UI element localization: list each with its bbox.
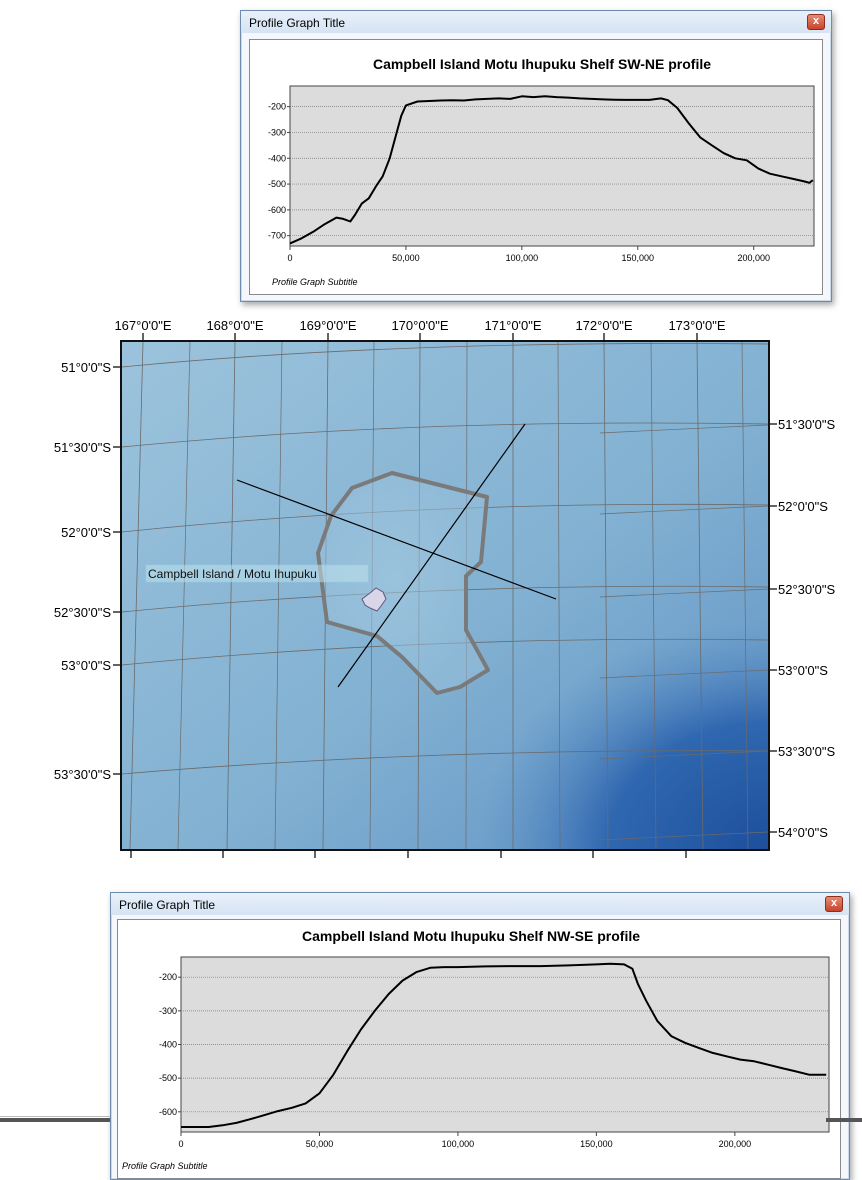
meridian-line — [603, 341, 609, 850]
y-tick-label: -500 — [159, 1073, 177, 1083]
lat-label-left: 51°0'0"S — [61, 360, 111, 375]
meridian-line — [557, 341, 561, 850]
x-tick-label: 100,000 — [442, 1139, 475, 1149]
bottom-profile-window[interactable]: Profile Graph Title x Campbell Island Mo… — [110, 892, 850, 1180]
lat-label-left: 53°30'0"S — [54, 767, 111, 782]
island-label: Campbell Island / Motu Ihupuku — [148, 567, 317, 581]
shelf-area — [318, 473, 488, 693]
lon-label-top: 172°0'0"E — [575, 318, 632, 333]
bottom-chart-panel: Campbell Island Motu Ihupuku Shelf NW-SE… — [117, 919, 841, 1179]
lon-label-top: 167°0'0"E — [114, 318, 171, 333]
parallel-line — [599, 669, 769, 679]
background-bar-right — [826, 1118, 862, 1122]
bottom-window-titlebar[interactable]: Profile Graph Title x — [111, 893, 849, 915]
y-tick-label: -400 — [268, 153, 286, 163]
lon-label-top: 169°0'0"E — [299, 318, 356, 333]
lon-label-top: 171°0'0"E — [484, 318, 541, 333]
x-tick-label: 100,000 — [506, 253, 539, 263]
x-tick-label: 50,000 — [392, 253, 420, 263]
meridian-line — [177, 341, 191, 850]
plot-area — [289, 85, 815, 247]
island-label-box — [145, 564, 369, 583]
top-chart-subtitle: Profile Graph Subtitle — [272, 277, 358, 287]
y-tick-label: -700 — [268, 231, 286, 241]
parallel-line — [121, 422, 769, 448]
map-canvas[interactable]: Campbell Island / Motu Ihupuku 167°0'0"E… — [0, 300, 862, 877]
y-tick-label: -200 — [268, 102, 286, 112]
parallel-line — [599, 424, 769, 434]
chart-title: Campbell Island Motu Ihupuku Shelf NW-SE… — [302, 928, 640, 944]
lon-label-top: 170°0'0"E — [391, 318, 448, 333]
top-window-close-button[interactable]: x — [807, 14, 825, 30]
lat-label-left: 51°30'0"S — [54, 440, 111, 455]
parallel-line — [121, 343, 769, 368]
top-window-titlebar[interactable]: Profile Graph Title x — [241, 11, 831, 33]
top-profile-window[interactable]: Profile Graph Title x Campbell Island Mo… — [240, 10, 832, 302]
profile-line — [289, 95, 814, 245]
parallel-line — [599, 831, 769, 841]
x-tick-label: 50,000 — [306, 1139, 334, 1149]
lat-label-right: 52°0'0"S — [778, 499, 828, 514]
lon-label-top: 173°0'0"E — [668, 318, 725, 333]
lat-label-left: 52°0'0"S — [61, 525, 111, 540]
chart-title: Campbell Island Motu Ihupuku Shelf SW-NE… — [373, 56, 711, 72]
y-tick-label: -300 — [268, 127, 286, 137]
x-tick-label: 0 — [178, 1139, 183, 1149]
y-tick-label: -200 — [159, 972, 177, 982]
lat-label-right: 54°0'0"S — [778, 825, 828, 840]
meridian-line — [129, 341, 144, 850]
map-view[interactable]: Campbell Island / Motu Ihupuku 167°0'0"E… — [0, 300, 862, 877]
parallel-line — [121, 750, 769, 775]
x-tick-label: 150,000 — [580, 1139, 613, 1149]
background-divider — [0, 1116, 110, 1117]
y-tick-label: -500 — [268, 179, 286, 189]
y-tick-label: -600 — [159, 1107, 177, 1117]
lat-label-right: 53°0'0"S — [778, 663, 828, 678]
shelf-outline — [316, 471, 490, 695]
meridian-line — [650, 341, 657, 850]
sw-ne-profile-chart: Campbell Island Motu Ihupuku Shelf SW-NE… — [268, 56, 815, 263]
campbell-island-shape — [361, 587, 387, 612]
nw-se-profile-chart: Campbell Island Motu Ihupuku Shelf NW-SE… — [159, 928, 830, 1149]
parallel-line — [599, 505, 769, 515]
lat-label-right: 51°30'0"S — [778, 417, 835, 432]
bottom-chart-subtitle: Profile Graph Subtitle — [122, 1161, 208, 1171]
meridian-line — [696, 341, 704, 850]
parallel-line — [599, 588, 769, 598]
bottom-window-close-button[interactable]: x — [825, 896, 843, 912]
x-tick-label: 200,000 — [737, 253, 770, 263]
y-tick-label: -400 — [159, 1040, 177, 1050]
nw-se-profile-line[interactable] — [236, 479, 557, 600]
close-icon: x — [830, 897, 838, 909]
top-window-title: Profile Graph Title — [249, 16, 346, 30]
lat-label-right: 53°30'0"S — [778, 744, 835, 759]
top-chart-panel: Campbell Island Motu Ihupuku Shelf SW-NE… — [249, 39, 823, 295]
lat-label-right: 52°30'0"S — [778, 582, 835, 597]
parallel-line — [599, 750, 769, 760]
profile-line — [181, 962, 827, 1128]
y-tick-label: -300 — [159, 1006, 177, 1016]
lat-label-left: 53°0'0"S — [61, 658, 111, 673]
close-icon: x — [812, 15, 820, 27]
x-tick-label: 150,000 — [622, 253, 655, 263]
x-tick-label: 0 — [287, 253, 292, 263]
sw-ne-profile-line[interactable] — [337, 423, 526, 688]
meridian-line — [226, 341, 236, 850]
lat-label-left: 52°30'0"S — [54, 605, 111, 620]
lon-label-top: 168°0'0"E — [206, 318, 263, 333]
meridian-line — [274, 341, 283, 850]
background-bar-left — [0, 1118, 110, 1122]
x-tick-label: 200,000 — [719, 1139, 752, 1149]
bottom-window-title: Profile Graph Title — [119, 898, 216, 912]
y-tick-label: -600 — [268, 205, 286, 215]
